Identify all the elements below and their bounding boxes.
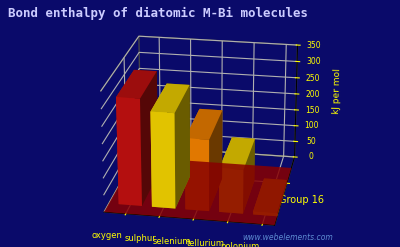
Text: www.webelements.com: www.webelements.com <box>243 233 333 242</box>
Text: Bond enthalpy of diatomic M-Bi molecules: Bond enthalpy of diatomic M-Bi molecules <box>8 7 308 21</box>
